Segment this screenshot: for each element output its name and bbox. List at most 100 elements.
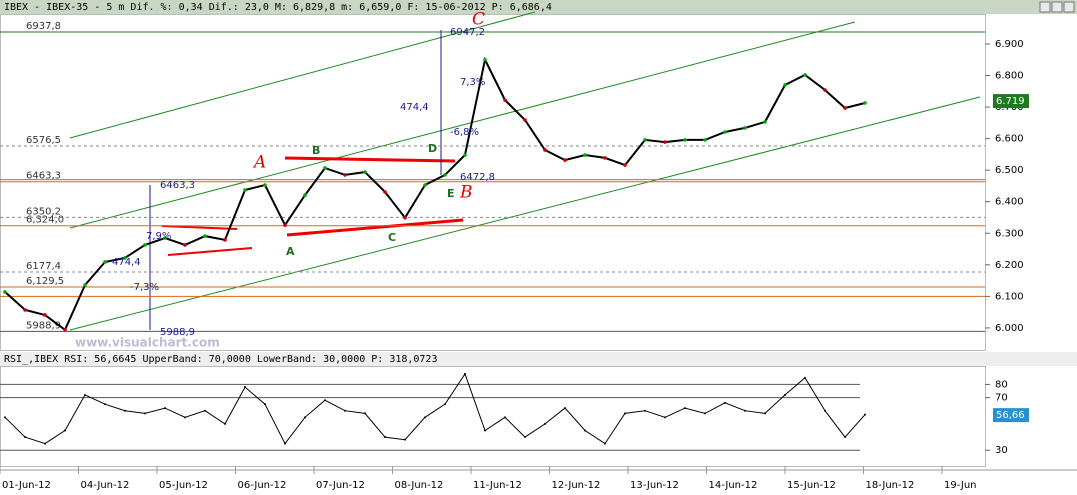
data-point	[583, 153, 587, 157]
level-label: 6463,3	[26, 171, 61, 182]
last-value-label: 56,66	[996, 410, 1025, 421]
data-point	[183, 243, 187, 247]
x-tick-label: 07-Jun-12	[316, 480, 365, 491]
data-point	[784, 393, 786, 396]
data-point	[123, 256, 127, 260]
data-point	[203, 234, 207, 238]
data-point	[44, 442, 46, 445]
data-point	[863, 101, 867, 105]
last-value-label: 6.719	[996, 96, 1025, 107]
data-point	[524, 436, 526, 439]
y-tick-label: 30	[995, 445, 1008, 456]
level-label: 6,324,0	[26, 215, 64, 226]
data-point	[384, 436, 386, 439]
watermark: www.visualchart.com	[75, 336, 220, 350]
y-tick-label: 6.400	[995, 197, 1024, 208]
window-button[interactable]	[1063, 1, 1075, 13]
x-tick-label: 06-Jun-12	[238, 480, 287, 491]
data-point	[624, 412, 626, 415]
rsi-header-bar	[0, 352, 1077, 366]
annotation: 6472,8	[460, 172, 495, 183]
window-button[interactable]	[1051, 1, 1063, 13]
header-bar	[0, 0, 1077, 14]
data-point	[204, 409, 206, 412]
last-value-badge	[993, 94, 1029, 109]
data-point	[723, 130, 727, 134]
level-label: 6,129,5	[26, 276, 64, 287]
data-point	[444, 403, 446, 406]
data-point	[83, 283, 87, 287]
data-point	[823, 88, 827, 92]
header-text: IBEX - IBEX-35 - 5 m Dif. %: 0,34 Dif.: …	[4, 2, 552, 13]
y-tick-label: 6.600	[995, 134, 1024, 145]
annotation: C	[472, 10, 485, 30]
data-point	[244, 386, 246, 389]
data-point	[663, 140, 667, 144]
data-point	[424, 416, 426, 419]
data-point	[323, 166, 327, 170]
data-point	[643, 138, 647, 142]
data-point	[423, 183, 427, 187]
data-point	[303, 193, 307, 197]
data-point	[263, 183, 267, 187]
data-point	[164, 407, 166, 410]
data-point	[64, 429, 66, 432]
data-point	[744, 409, 746, 412]
data-point	[563, 158, 567, 162]
window-button[interactable]	[1039, 1, 1051, 13]
data-point	[844, 436, 846, 439]
data-point	[443, 173, 447, 177]
x-tick-label: 19-Jun	[944, 480, 977, 491]
x-tick-label: 08-Jun-12	[395, 480, 444, 491]
annotation: B	[312, 144, 320, 157]
data-point	[623, 163, 627, 167]
data-point	[484, 429, 486, 432]
data-point	[603, 156, 607, 160]
x-tick-label: 04-Jun-12	[81, 480, 130, 491]
annotation: B	[459, 183, 473, 203]
data-point	[704, 412, 706, 415]
data-point	[144, 412, 146, 415]
annotation: 474,4	[112, 257, 141, 268]
last-value-badge	[993, 408, 1029, 423]
data-point	[243, 188, 247, 192]
data-point	[564, 407, 566, 410]
data-point	[223, 238, 227, 242]
data-point	[504, 416, 506, 419]
data-point	[104, 403, 106, 406]
data-point	[703, 138, 707, 142]
data-point	[544, 422, 546, 425]
level-label: 6937,8	[26, 21, 61, 32]
pattern-line	[284, 156, 456, 163]
data-point	[184, 416, 186, 419]
data-point	[803, 73, 807, 77]
data-point	[283, 223, 287, 227]
data-point	[324, 399, 326, 402]
level-label: 5988,9	[26, 320, 61, 331]
data-point	[284, 442, 286, 445]
data-point	[343, 173, 347, 177]
annotation: 7,3%	[460, 77, 485, 88]
data-point	[23, 308, 27, 312]
y-tick-label: 6.100	[995, 291, 1024, 302]
data-point	[804, 376, 806, 379]
data-point	[344, 409, 346, 412]
series-line	[4, 372, 866, 445]
annotation: A	[252, 153, 266, 173]
annotation: -7,3%	[130, 282, 159, 293]
trend-lines	[69, 11, 981, 331]
level-label: 6350,2	[26, 206, 61, 217]
annotation: E	[447, 187, 455, 200]
channel-line	[69, 11, 536, 139]
data-point	[463, 153, 467, 157]
data-point	[364, 412, 366, 415]
data-point	[764, 412, 766, 415]
rsi-pane	[0, 366, 986, 467]
data-point	[363, 170, 367, 174]
y-tick-label: 6.900	[995, 39, 1024, 50]
data-point	[103, 260, 107, 264]
data-point	[743, 126, 747, 130]
data-point	[724, 401, 726, 404]
y-tick-label: 6.000	[995, 323, 1024, 334]
data-point	[664, 416, 666, 419]
